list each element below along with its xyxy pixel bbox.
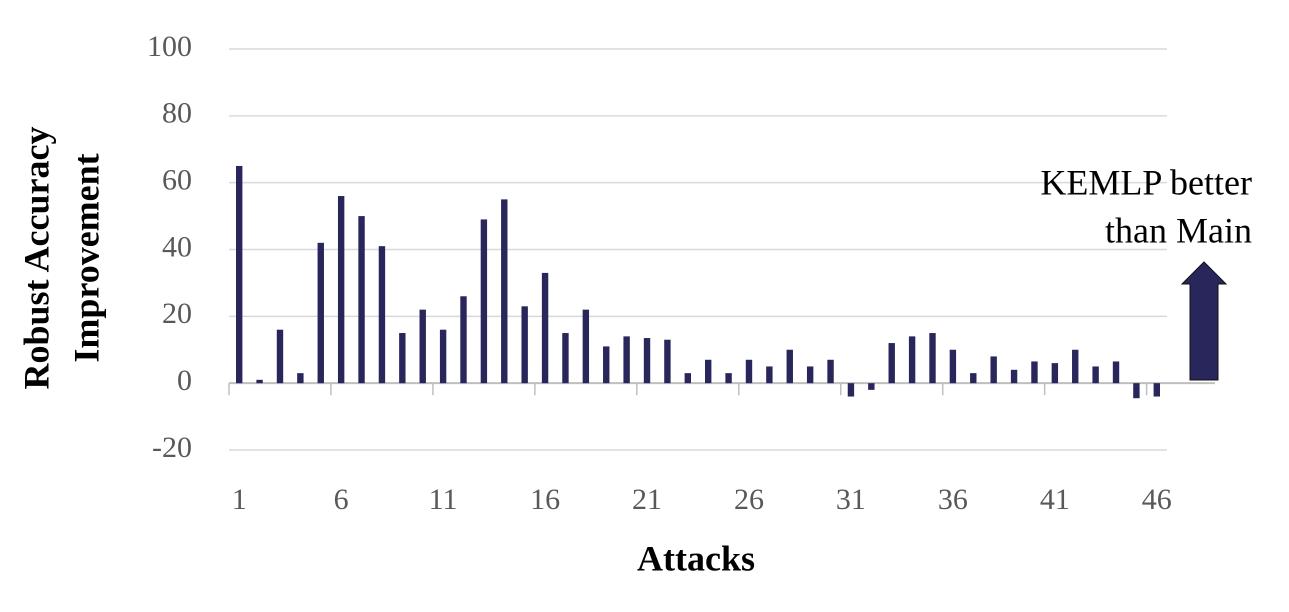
bar [541, 272, 549, 384]
bar [460, 296, 467, 384]
bar [317, 242, 324, 384]
bar [908, 336, 916, 384]
x-tick-label: 41 [1040, 483, 1070, 516]
x-tick-label: 16 [530, 483, 560, 516]
annotation: than Main [1105, 210, 1252, 250]
bar [643, 338, 651, 384]
arrow [1180, 261, 1228, 381]
bar [501, 199, 508, 384]
bar [256, 379, 263, 384]
y-axis-title: Robust Accuracy [16, 127, 56, 390]
bar [786, 349, 793, 384]
bar [562, 333, 569, 384]
bar [235, 165, 243, 384]
bar [725, 373, 732, 384]
x-axis-title: Attacks [637, 538, 755, 578]
x-tick-label: 31 [836, 483, 866, 516]
bar [1031, 361, 1038, 384]
x-tick-label: 36 [938, 483, 968, 516]
bar [888, 343, 895, 384]
bar [1092, 366, 1099, 384]
bar [1072, 349, 1079, 384]
y-tick-label: 0 [177, 364, 192, 397]
x-tick-label: 6 [334, 483, 349, 516]
x-tick-label: 11 [429, 483, 458, 516]
bar [745, 359, 753, 384]
bar [664, 339, 671, 384]
bar [929, 333, 936, 384]
bar [439, 329, 447, 384]
y-tick-label: 100 [147, 30, 192, 63]
bar [970, 373, 977, 384]
bar [847, 383, 855, 397]
y-tick-label: -20 [152, 431, 192, 464]
y-axis-title: Improvement [66, 153, 106, 362]
bar [337, 196, 345, 384]
annotation: KEMLP better [1040, 162, 1252, 202]
bar [276, 329, 284, 384]
bar [603, 346, 610, 384]
bar [419, 309, 426, 384]
bar [1133, 383, 1140, 399]
bar [1153, 383, 1161, 397]
bar [1112, 361, 1120, 384]
bar [480, 219, 488, 384]
y-tick-label: 40 [162, 230, 192, 263]
bar [868, 383, 875, 390]
bar [827, 359, 834, 384]
x-tick-label: 1 [232, 483, 247, 516]
bar [766, 366, 773, 384]
x-tick-label: 21 [632, 483, 662, 516]
bar [1010, 369, 1018, 384]
bar [684, 373, 692, 384]
bar [378, 246, 386, 384]
bar [1051, 363, 1059, 384]
y-tick-label: 20 [162, 297, 192, 330]
bar [949, 349, 957, 384]
bar [297, 373, 304, 384]
y-tick-label: 80 [162, 97, 192, 130]
bar [990, 356, 997, 384]
grid [228, 48, 1215, 451]
x-tick-label: 46 [1142, 483, 1172, 516]
y-tick-label: 60 [162, 164, 192, 197]
bar [806, 366, 814, 384]
x-tick-label: 26 [734, 483, 764, 516]
bar [358, 216, 365, 384]
bar [623, 336, 630, 384]
bar [704, 359, 712, 384]
bar [582, 309, 590, 384]
bar [399, 333, 406, 384]
bar [521, 306, 528, 384]
